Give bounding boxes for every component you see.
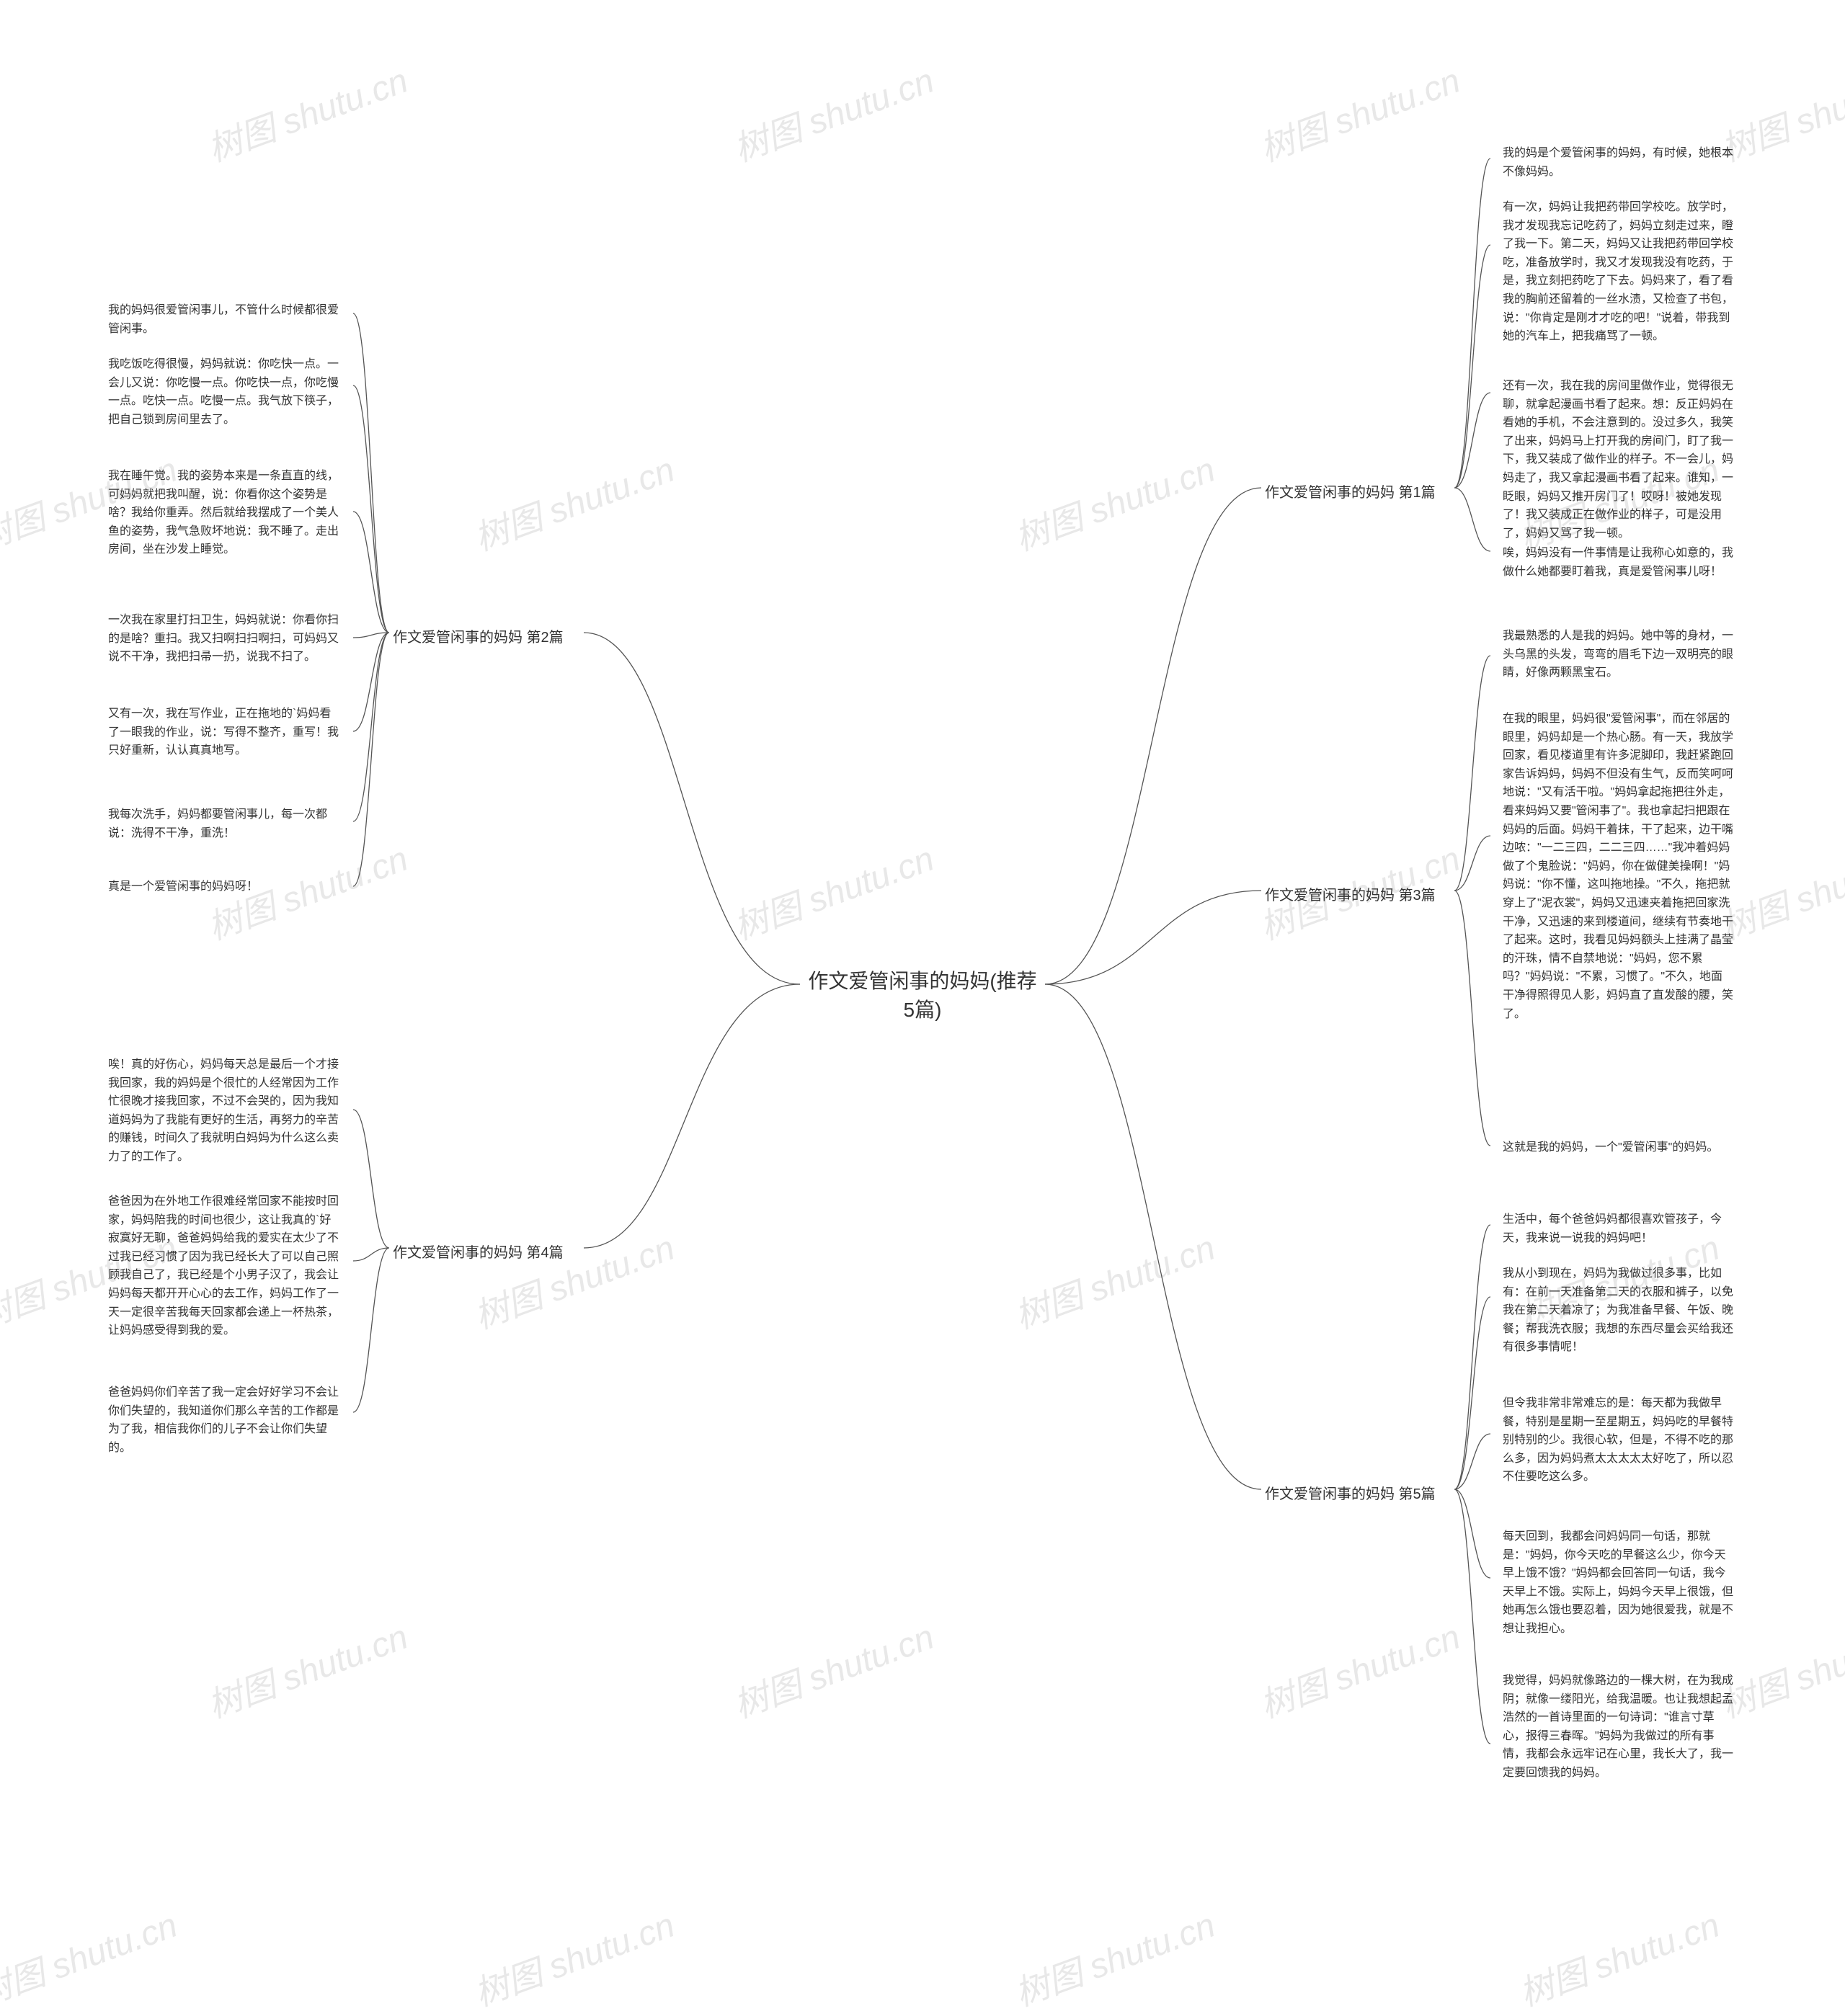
watermark: 树图 shutu.cn <box>726 1608 940 1727</box>
branch-label-2: 作文爱管闲事的妈妈 第2篇 <box>393 625 564 646</box>
watermark: 树图 shutu.cn <box>1252 52 1466 171</box>
leaf: 真是一个爱管闲事的妈妈呀！ <box>108 878 339 896</box>
leaf: 在我的眼里，妈妈很"爱管闲事"，而在邻居的眼里，妈妈却是一个热心肠。有一天，我放… <box>1503 710 1733 1023</box>
watermark: 树图 shutu.cn <box>1252 1608 1466 1727</box>
leaf: 爸爸因为在外地工作很难经常回家不能按时回家，妈妈陪我的时间也很少，这让我真的`好… <box>108 1192 339 1340</box>
leaf: 唉！真的好伤心，妈妈每天总是最后一个才接我回家，我的妈妈是个很忙的人经常因为工作… <box>108 1056 339 1167</box>
leaf: 每天回到，我都会问妈妈同一句话，那就是："妈妈，你今天吃的早餐这么少，你今天早上… <box>1503 1527 1733 1638</box>
leaf: 我的妈是个爱管闲事的妈妈，有时候，她根本不像妈妈。 <box>1503 144 1733 181</box>
leaf: 爸爸妈妈你们辛苦了我一定会好好学习不会让你们失望的，我知道你们那么辛苦的工作都是… <box>108 1383 339 1457</box>
root-title-line2: 5篇) <box>904 999 942 1021</box>
leaf: 还有一次，我在我的房间里做作业，觉得很无聊，就拿起漫画书看了起来。想：反正妈妈在… <box>1503 377 1733 543</box>
watermark: 树图 shutu.cn <box>466 1219 680 1338</box>
root-title-line1: 作文爱管闲事的妈妈(推荐 <box>808 970 1036 992</box>
watermark: 树图 shutu.cn <box>200 1608 414 1727</box>
watermark: 树图 shutu.cn <box>0 1896 183 2015</box>
watermark: 树图 shutu.cn <box>466 441 680 560</box>
leaf: 我在睡午觉。我的姿势本来是一条直直的线，可妈妈就把我叫醒，说：你看你这个姿势是啥… <box>108 467 339 559</box>
branch-label-4: 作文爱管闲事的妈妈 第4篇 <box>393 1241 564 1262</box>
leaf: 我最熟悉的人是我的妈妈。她中等的身材，一头乌黑的头发，弯弯的眉毛下边一双明亮的眼… <box>1503 627 1733 682</box>
watermark: 树图 shutu.cn <box>1007 441 1221 560</box>
leaf: 一次我在家里打扫卫生，妈妈就说：你看你扫的是啥？重扫。我又扫啊扫扫啊扫，可妈妈又… <box>108 611 339 666</box>
leaf: 但令我非常非常难忘的是：每天都为我做早餐，特别是星期一至星期五，妈妈吃的早餐特别… <box>1503 1394 1733 1486</box>
root-node: 作文爱管闲事的妈妈(推荐 5篇) <box>800 965 1045 1023</box>
watermark: 树图 shutu.cn <box>466 1896 680 2015</box>
leaf: 这就是我的妈妈，一个"爱管闲事"的妈妈。 <box>1503 1138 1733 1157</box>
leaf: 我吃饭吃得很慢，妈妈就说：你吃快一点。一会儿又说：你吃慢一点。你吃快一点，你吃慢… <box>108 355 339 429</box>
bracket-b3 <box>1454 641 1498 1160</box>
watermark: 树图 shutu.cn <box>1511 1896 1725 2015</box>
leaf: 生活中，每个爸爸妈妈都很喜欢管孩子，今天，我来说一说我的妈妈吧！ <box>1503 1210 1733 1247</box>
watermark: 树图 shutu.cn <box>1007 1896 1221 2015</box>
watermark: 树图 shutu.cn <box>200 52 414 171</box>
leaf: 我每次洗手，妈妈都要管闲事儿，每一次都说：洗得不干净，重洗！ <box>108 806 339 842</box>
leaf: 我从小到现在，妈妈为我做过很多事，比如有：在前一天准备第二天的衣服和裤子，以免我… <box>1503 1265 1733 1357</box>
leaf: 唉，妈妈没有一件事情是让我称心如意的，我做什么她都要盯着我，真是爱管闲事儿呀！ <box>1503 544 1733 581</box>
watermark: 树图 shutu.cn <box>1007 1219 1221 1338</box>
leaf: 有一次，妈妈让我把药带回学校吃。放学时，我才发现我忘记吃药了，妈妈立刻走过来，瞪… <box>1503 198 1733 346</box>
bracket-b4 <box>346 1081 389 1448</box>
watermark: 树图 shutu.cn <box>726 830 940 949</box>
watermark: 树图 shutu.cn <box>726 52 940 171</box>
branch-label-1: 作文爱管闲事的妈妈 第1篇 <box>1265 481 1436 501</box>
bracket-b2 <box>346 303 389 973</box>
branch-label-3: 作文爱管闲事的妈妈 第3篇 <box>1265 883 1436 904</box>
leaf: 又有一次，我在写作业，正在拖地的`妈妈看了一眼我的作业，说：写得不整齐，重写！我… <box>108 705 339 760</box>
leaf: 我觉得，妈妈就像路边的一棵大树，在为我成阴；就像一缕阳光，给我温暖。也让我想起孟… <box>1503 1672 1733 1783</box>
branch-label-5: 作文爱管闲事的妈妈 第5篇 <box>1265 1482 1436 1503</box>
leaf: 我的妈妈很爱管闲事儿，不管什么时候都很爱管闲事。 <box>108 301 339 338</box>
bracket-b1 <box>1454 151 1498 562</box>
bracket-b5 <box>1454 1210 1498 1845</box>
